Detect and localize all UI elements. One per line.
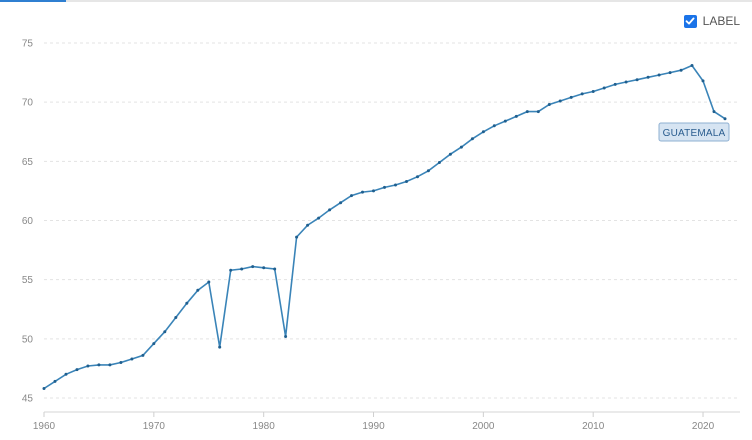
data-point[interactable] [328,208,332,212]
y-tick-label: 55 [22,275,34,286]
data-point[interactable] [712,110,716,114]
data-point[interactable] [86,364,90,368]
data-point[interactable] [306,223,310,227]
series-label[interactable]: GUATEMALA [658,122,730,142]
data-point[interactable] [262,266,266,270]
data-point[interactable] [108,363,112,367]
data-point[interactable] [580,92,584,96]
data-point[interactable] [295,235,299,239]
data-point[interactable] [558,99,562,103]
series-line-guatemala[interactable] [43,64,726,390]
data-point[interactable] [701,79,705,83]
data-point[interactable] [218,345,222,349]
data-point[interactable] [448,152,452,156]
data-point[interactable] [372,189,375,193]
label-toggle[interactable]: LABEL [683,14,740,28]
data-point[interactable] [317,216,321,220]
label-checkbox[interactable] [683,14,697,28]
data-point[interactable] [624,80,628,84]
data-point[interactable] [339,201,343,205]
data-point[interactable] [459,145,463,149]
data-point[interactable] [185,301,189,305]
y-axis-ticks: 45 50 55 60 65 70 75 [22,39,34,405]
data-point[interactable] [470,137,474,141]
data-point[interactable] [679,68,683,72]
x-tick-label: 1970 [143,421,166,432]
data-point[interactable] [426,169,430,173]
data-point[interactable] [53,379,57,383]
data-point[interactable] [514,114,518,118]
series-label-text: GUATEMALA [663,128,726,139]
y-tick-label: 45 [22,394,34,405]
data-point[interactable] [152,342,156,346]
data-point[interactable] [350,194,353,198]
y-tick-label: 70 [22,98,34,109]
x-axis-ticks: 1960 1970 1980 1990 2000 2010 2020 [33,412,715,432]
data-point[interactable] [602,86,606,90]
data-point[interactable] [163,330,167,334]
data-point[interactable] [394,183,397,187]
x-tick-label: 2000 [472,421,495,432]
data-point[interactable] [547,103,551,106]
data-point[interactable] [174,316,178,319]
data-point[interactable] [536,110,540,114]
data-point[interactable] [668,71,672,75]
data-point[interactable] [657,73,661,77]
data-point[interactable] [273,267,277,271]
data-point[interactable] [240,267,244,271]
top-rule [0,0,752,2]
data-point[interactable] [405,180,408,183]
data-point[interactable] [646,75,650,79]
data-point[interactable] [361,190,364,194]
y-tick-label: 65 [22,157,34,168]
data-point[interactable] [437,161,441,164]
data-point[interactable] [251,265,255,269]
data-point[interactable] [42,387,46,390]
data-point[interactable] [503,119,507,123]
data-point[interactable] [196,288,200,292]
label-toggle-text: LABEL [702,14,740,28]
x-tick-label: 2010 [582,421,605,432]
data-point[interactable] [591,90,595,93]
data-point[interactable] [64,372,68,376]
y-tick-label: 50 [22,334,34,345]
active-tab-indicator [0,0,66,2]
data-point[interactable] [635,78,639,82]
data-point[interactable] [383,185,386,189]
data-point[interactable] [97,363,101,367]
series-label-box [658,122,730,142]
data-point[interactable] [141,353,145,357]
data-point[interactable] [492,124,496,128]
x-tick-label: 1980 [253,421,276,432]
x-tick-label: 2020 [692,421,715,432]
data-point[interactable] [229,268,233,272]
data-point[interactable] [130,357,134,361]
data-point[interactable] [207,280,211,284]
x-tick-label: 1960 [33,421,56,432]
data-point[interactable] [416,175,419,179]
data-point[interactable] [75,368,79,372]
data-point[interactable] [481,130,485,134]
data-point[interactable] [613,82,617,86]
x-tick-label: 1990 [362,421,385,432]
data-point[interactable] [690,64,694,67]
data-point[interactable] [284,335,288,338]
y-tick-label: 75 [22,39,34,50]
gridlines [44,42,740,413]
series-points [42,64,727,390]
y-tick-label: 60 [22,216,34,227]
data-point[interactable] [569,95,573,99]
checkmark-icon [685,17,695,25]
data-point[interactable] [119,361,123,364]
data-point[interactable] [525,110,529,114]
data-point[interactable] [723,117,727,121]
